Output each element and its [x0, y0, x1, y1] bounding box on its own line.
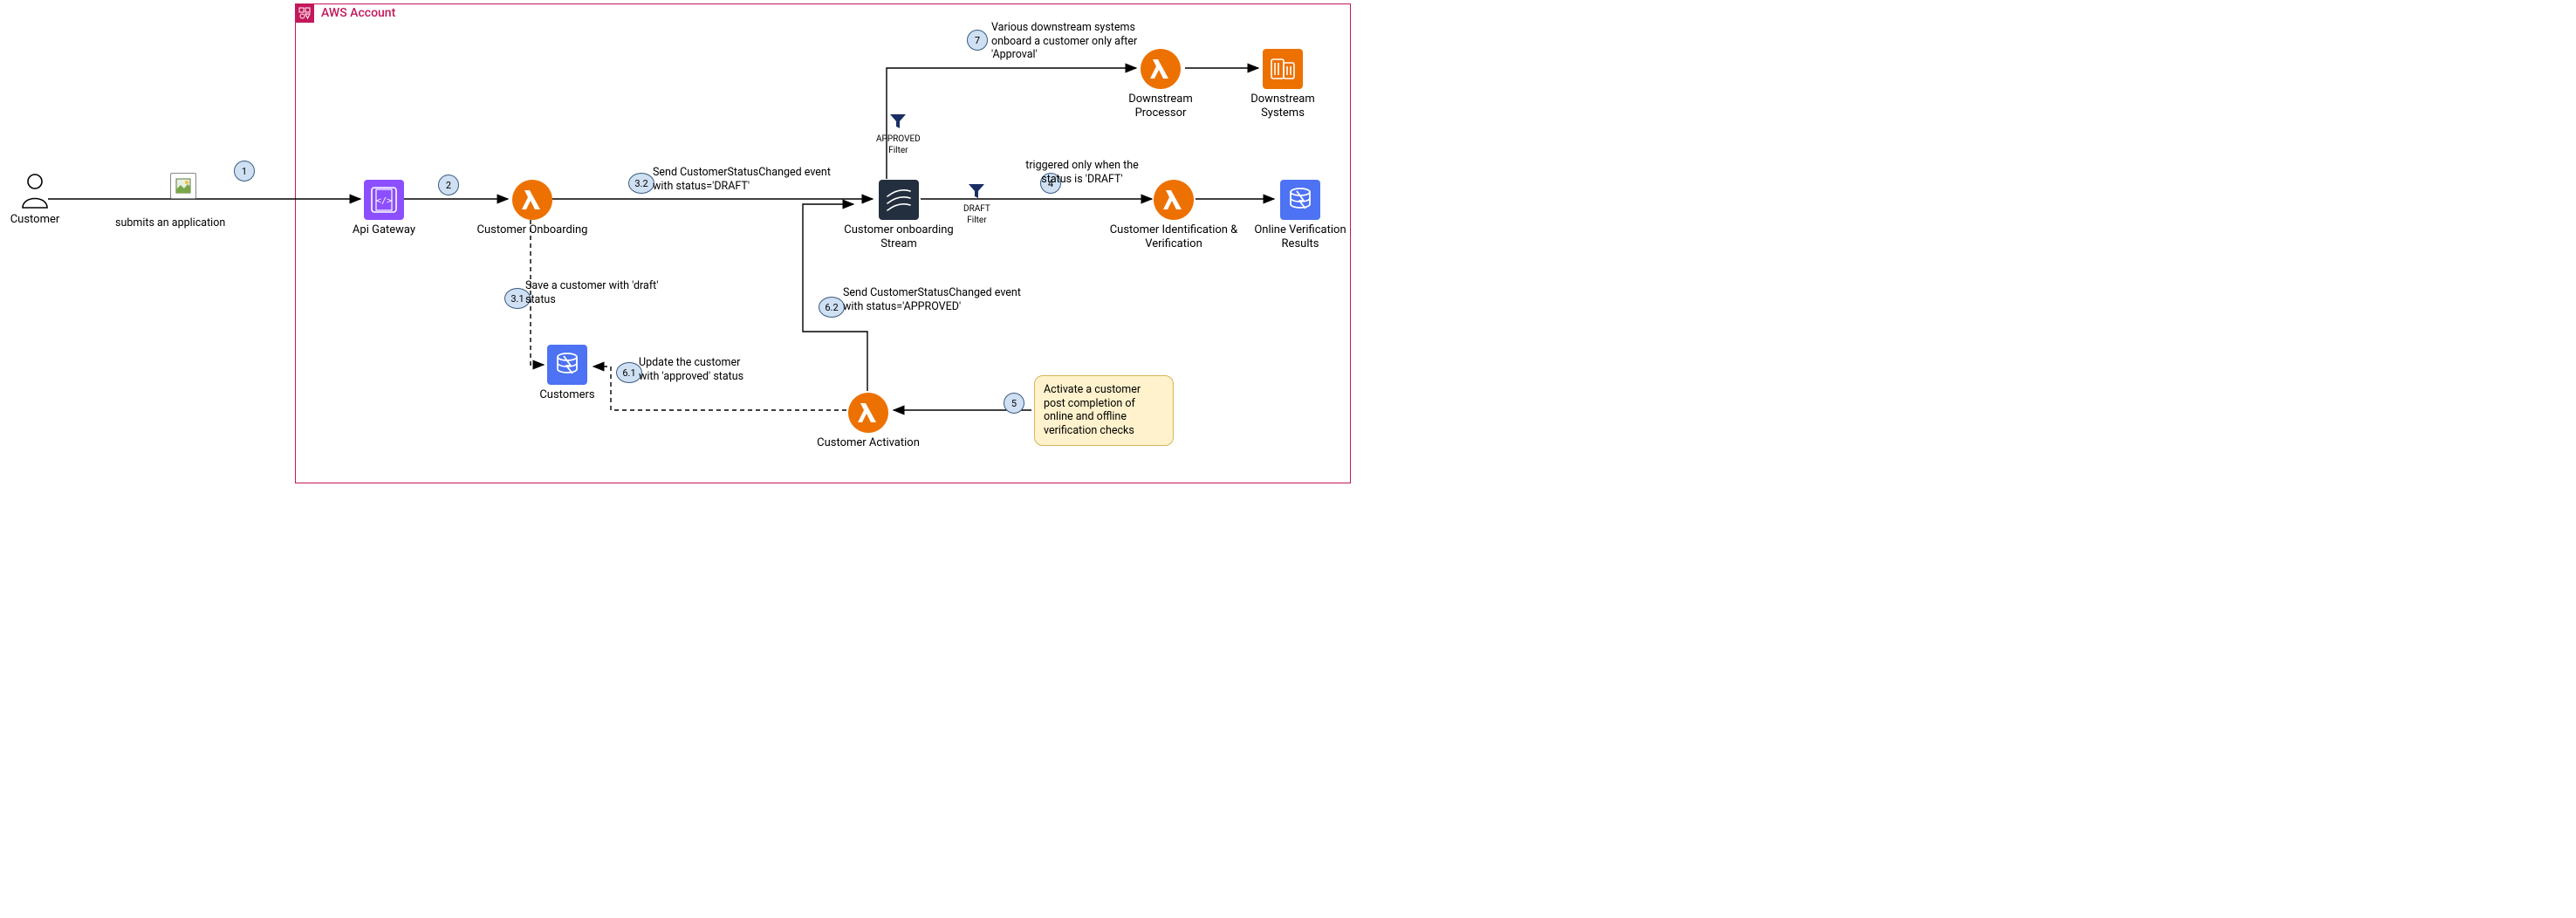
verification-results-node: Online Verification Results [1248, 180, 1353, 250]
onboarding-stream-node: Customer onboarding Stream [838, 180, 960, 250]
downstream-systems-node: Downstream Systems [1230, 49, 1335, 120]
application-document-icon [170, 173, 196, 199]
funnel-icon [968, 183, 985, 199]
funnel-icon [889, 113, 907, 129]
dynamodb-icon [547, 345, 587, 385]
onboarding-stream-label: Customer onboarding Stream [838, 223, 960, 250]
customer-onboarding-node: Customer Onboarding [476, 180, 589, 237]
draft-filter-label-top: DRAFT [963, 204, 990, 214]
step-badge-3-2: 3.2 [628, 173, 654, 194]
lambda-icon [512, 180, 552, 220]
user-icon [9, 173, 61, 209]
kinesis-icon [879, 180, 919, 220]
customer-actor: Customer [9, 173, 61, 227]
approved-filter-label-top: APPROVED [876, 134, 921, 144]
step-badge-5: 5 [1004, 393, 1024, 414]
customers-db-node: Customers [528, 345, 606, 402]
customer-activation-label: Customer Activation [803, 436, 934, 450]
approved-filter: APPROVED Filter [876, 113, 921, 155]
api-gateway-icon: </> [364, 180, 404, 220]
verification-results-label: Online Verification Results [1248, 223, 1353, 250]
step-badge-7: 7 [967, 30, 988, 51]
id-verify-label: Customer Identification & Verification [1100, 223, 1248, 250]
customer-label: Customer [9, 213, 61, 227]
downstream-processor-label: Downstream Processor [1108, 92, 1213, 120]
approved-filter-label-bottom: Filter [876, 146, 921, 155]
annotation-step3_1: Save a customer with 'draft' status [525, 279, 665, 306]
draft-filter: DRAFT Filter [963, 183, 990, 225]
step-badge-2: 2 [438, 175, 459, 195]
svg-text:</>: </> [376, 196, 392, 206]
annotation-step7: Various downstream systems onboard a cus… [991, 21, 1166, 62]
annotation-step4: triggered only when the status is 'DRAFT… [1012, 159, 1152, 186]
lambda-icon [848, 393, 888, 433]
activation-note: Activate a customer post completion of o… [1034, 375, 1174, 446]
annotation-step3_2: Send CustomerStatusChanged event with st… [653, 166, 836, 193]
draft-filter-label-bottom: Filter [963, 216, 990, 225]
downstream-systems-label: Downstream Systems [1230, 92, 1335, 120]
step-badge-6-2: 6.2 [819, 297, 845, 318]
api-gateway-label: Api Gateway [345, 223, 423, 237]
api-gateway-node: </> Api Gateway [345, 180, 423, 237]
customers-db-label: Customers [528, 388, 606, 402]
customer-onboarding-label: Customer Onboarding [476, 223, 589, 237]
container-icon [1263, 49, 1303, 89]
id-verify-node: Customer Identification & Verification [1100, 180, 1248, 250]
step-badge-1: 1 [234, 161, 255, 182]
dynamodb-icon [1280, 180, 1320, 220]
annotation-step6_2: Send CustomerStatusChanged event with st… [843, 286, 1026, 313]
annotation-step6_1: Update the customer with 'approved' stat… [639, 356, 761, 383]
customer-activation-node: Customer Activation [803, 393, 934, 450]
lambda-icon [1154, 180, 1194, 220]
annotation-submit: submits an application [115, 216, 255, 230]
